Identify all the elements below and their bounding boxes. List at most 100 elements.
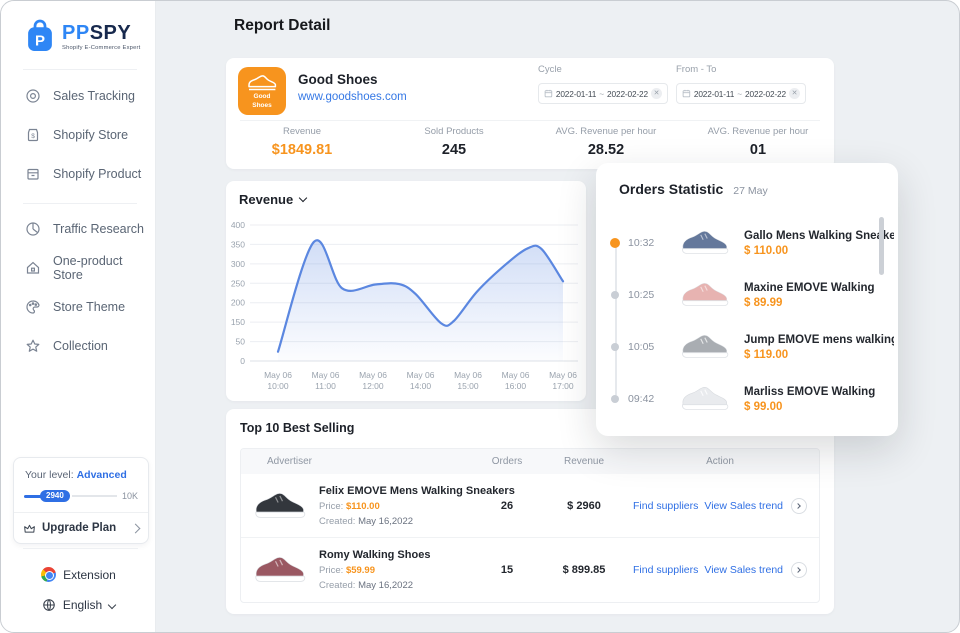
product-shoe-image <box>682 231 729 254</box>
sidebar: P PPSPY Shopify E-Commerce Expert Sales … <box>1 1 156 632</box>
orders-panel-header: Orders Statistic 27 May <box>619 181 768 197</box>
upgrade-plan-button[interactable]: Upgrade Plan <box>14 512 148 543</box>
clear-icon[interactable] <box>789 88 800 99</box>
orders-timeline: 10:32 Gallo Mens Walking Sneakers... $ 1… <box>596 217 898 425</box>
chart-title: Revenue <box>239 192 294 207</box>
view-sales-trend-link[interactable]: View Sales trend <box>704 564 783 576</box>
table-row: Romy Walking Shoes Price: $59.99 Created… <box>241 538 819 602</box>
date-separator: ~ <box>599 88 605 99</box>
svg-text:50: 50 <box>236 337 246 347</box>
home-icon <box>26 261 40 274</box>
date-start: 2022-01-11 <box>555 88 597 99</box>
find-suppliers-link[interactable]: Find suppliers <box>633 499 699 512</box>
level-value: Advanced <box>76 469 127 481</box>
fromto-date-input[interactable]: 2022-01-11 ~ 2022-02-22 <box>676 83 806 104</box>
order-time: 10:05 <box>628 341 655 353</box>
order-item[interactable]: 10:25 Maxine EMOVE Walking $ 89.99 <box>596 269 898 321</box>
sidebar-item-one-product-store[interactable]: One-product Store <box>1 248 155 287</box>
sidebar-item-shopify-store[interactable]: $ Shopify Store <box>1 115 155 154</box>
orders-count: 15 <box>500 564 514 576</box>
page-title: Report Detail <box>234 17 331 34</box>
logo-bag-icon: P <box>28 19 52 51</box>
product-shoe-image <box>255 557 306 582</box>
clear-icon[interactable] <box>651 88 662 99</box>
store-url-link[interactable]: www.goodshoes.com <box>298 91 407 103</box>
cycle-date-input[interactable]: 2022-01-11 ~ 2022-02-22 <box>538 83 668 104</box>
column-revenue: Revenue <box>563 456 605 467</box>
svg-text:10:00: 10:00 <box>267 381 289 391</box>
orders-count: 26 <box>500 499 514 512</box>
progress-filled-segment <box>24 494 42 498</box>
find-suppliers-link[interactable]: Find suppliers <box>633 564 699 576</box>
extension-button[interactable]: Extension <box>1 567 156 582</box>
crown-icon <box>24 524 35 533</box>
svg-text:11:00: 11:00 <box>315 381 336 391</box>
revenue-metric-dropdown[interactable]: Revenue <box>239 192 308 207</box>
stat-avg-revenue-per-hour-2: AVG. Revenue per hour 01 <box>707 126 809 158</box>
product-box-icon <box>27 168 39 180</box>
sidebar-item-traffic-research[interactable]: Traffic Research <box>1 209 155 248</box>
date-end: 2022-02-22 <box>745 88 786 99</box>
language-selector[interactable]: English <box>1 598 156 612</box>
table-row: Felix EMOVE Mens Walking Sneakers Price:… <box>241 474 819 538</box>
svg-text:200: 200 <box>231 298 245 308</box>
globe-icon <box>43 599 55 611</box>
order-item[interactable]: 09:42 Marliss EMOVE Walking $ 99.00 <box>596 373 898 425</box>
svg-text:May 06: May 06 <box>549 370 577 380</box>
sidebar-item-sales-tracking[interactable]: Sales Tracking <box>1 76 155 115</box>
sidebar-item-store-theme[interactable]: Store Theme <box>1 287 155 326</box>
table-header-row: Advertiser Orders Revenue Action <box>241 449 819 474</box>
orders-statistic-panel: Orders Statistic 27 May 10:32 Gallo Mens… <box>596 163 898 436</box>
timeline-dot-active <box>610 238 620 248</box>
orders-panel-title: Orders Statistic <box>619 181 724 197</box>
chevron-right-icon <box>795 567 801 573</box>
svg-text:15:00: 15:00 <box>457 381 479 391</box>
product-shoe-image <box>682 335 729 358</box>
sidebar-item-collection[interactable]: Collection <box>1 326 155 365</box>
orders-panel-date: 27 May <box>733 185 768 197</box>
column-orders: Orders <box>491 456 523 467</box>
timeline-dot <box>611 343 619 351</box>
svg-text:$: $ <box>31 133 35 140</box>
expand-row-button[interactable] <box>791 562 807 578</box>
order-item[interactable]: 10:05 Jump EMOVE mens walking s... $ 119… <box>596 321 898 373</box>
column-advertiser: Advertiser <box>267 456 313 467</box>
sidebar-divider <box>23 203 137 204</box>
svg-text:16:00: 16:00 <box>505 381 527 391</box>
sidebar-item-shopify-product[interactable]: Shopify Product <box>1 154 155 193</box>
revenue-chart-card: Revenue 400 350 300 250 200 150 50 0 May 06 10:00… <box>226 181 586 401</box>
svg-text:350: 350 <box>231 239 245 249</box>
calendar-icon <box>682 89 691 98</box>
orders-scrollbar[interactable] <box>879 217 884 275</box>
timeline-line <box>615 245 617 395</box>
date-end: 2022-02-22 <box>607 88 648 99</box>
timeline-dot <box>611 395 619 403</box>
chevron-down-icon <box>298 193 308 203</box>
order-item[interactable]: 10:32 Gallo Mens Walking Sneakers... $ 1… <box>596 217 898 269</box>
store-name: Good Shoes <box>298 72 378 87</box>
store-avatar: Good Shoes <box>238 67 286 115</box>
cycle-label: Cycle <box>538 64 562 75</box>
svg-text:May 06: May 06 <box>502 370 530 380</box>
svg-text:150: 150 <box>231 317 245 327</box>
user-level-card: Your level: Advanced 2940 10K Upgrade Pl… <box>13 457 149 544</box>
shoe-icon <box>248 75 277 91</box>
progress-track <box>71 495 117 497</box>
app-wordmark: PPSPY <box>62 22 132 44</box>
svg-text:May 06: May 06 <box>407 370 435 380</box>
product-shoe-image <box>255 492 306 518</box>
app-tagline: Shopify E-Commerce Expert <box>62 45 141 51</box>
app-logo[interactable]: P PPSPY Shopify E-Commerce Expert <box>25 19 155 53</box>
star-icon <box>26 339 40 352</box>
product-shoe-image <box>682 387 729 410</box>
fromto-label: From - To <box>676 64 717 75</box>
view-sales-trend-link[interactable]: View Sales trend <box>704 499 783 512</box>
store-summary-card: Good Shoes Good Shoes www.goodshoes.com … <box>226 58 834 169</box>
best-selling-title: Top 10 Best Selling <box>240 421 355 435</box>
chevron-right-icon <box>130 523 141 533</box>
date-separator: ~ <box>737 88 743 99</box>
sidebar-divider <box>23 69 137 70</box>
revenue-value: $ 2960 <box>567 499 601 512</box>
expand-row-button[interactable] <box>791 497 807 514</box>
